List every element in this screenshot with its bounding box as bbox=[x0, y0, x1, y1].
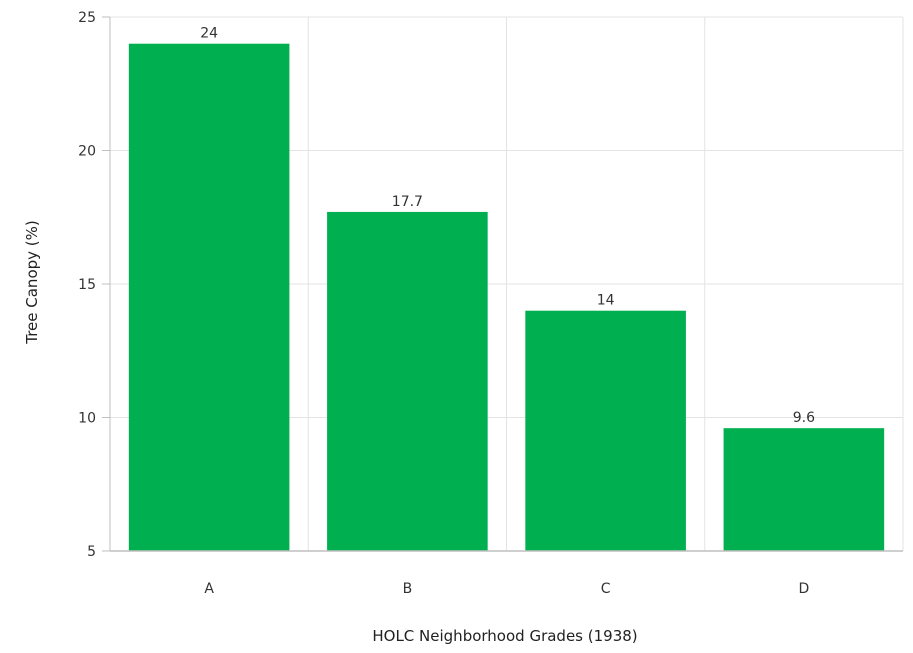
bar-a bbox=[128, 43, 290, 551]
y-axis-title: Tree Canopy (%) bbox=[23, 220, 41, 345]
data-label-b: 17.7 bbox=[392, 194, 423, 210]
y-tick-labels: 5 10 15 20 25 bbox=[78, 10, 110, 560]
bar-c bbox=[525, 310, 686, 551]
bars bbox=[128, 43, 885, 551]
data-label-c: 14 bbox=[597, 293, 615, 309]
x-tick-d: D bbox=[798, 581, 809, 597]
data-label-d: 9.6 bbox=[793, 410, 815, 426]
x-tick-b: B bbox=[403, 581, 413, 597]
data-labels: 24 17.7 14 9.6 bbox=[200, 26, 815, 426]
x-tick-a: A bbox=[204, 581, 214, 597]
data-label-a: 24 bbox=[200, 26, 218, 42]
x-tick-labels: A B C D bbox=[204, 581, 809, 597]
y-tick-10: 10 bbox=[78, 411, 96, 427]
bar-b bbox=[327, 211, 488, 551]
y-tick-20: 20 bbox=[78, 144, 96, 160]
y-tick-25: 25 bbox=[78, 10, 96, 26]
x-tick-c: C bbox=[601, 581, 611, 597]
bar-d bbox=[723, 428, 885, 551]
y-tick-15: 15 bbox=[78, 277, 96, 293]
y-tick-5: 5 bbox=[87, 544, 96, 560]
x-axis-title: HOLC Neighborhood Grades (1938) bbox=[372, 627, 637, 645]
